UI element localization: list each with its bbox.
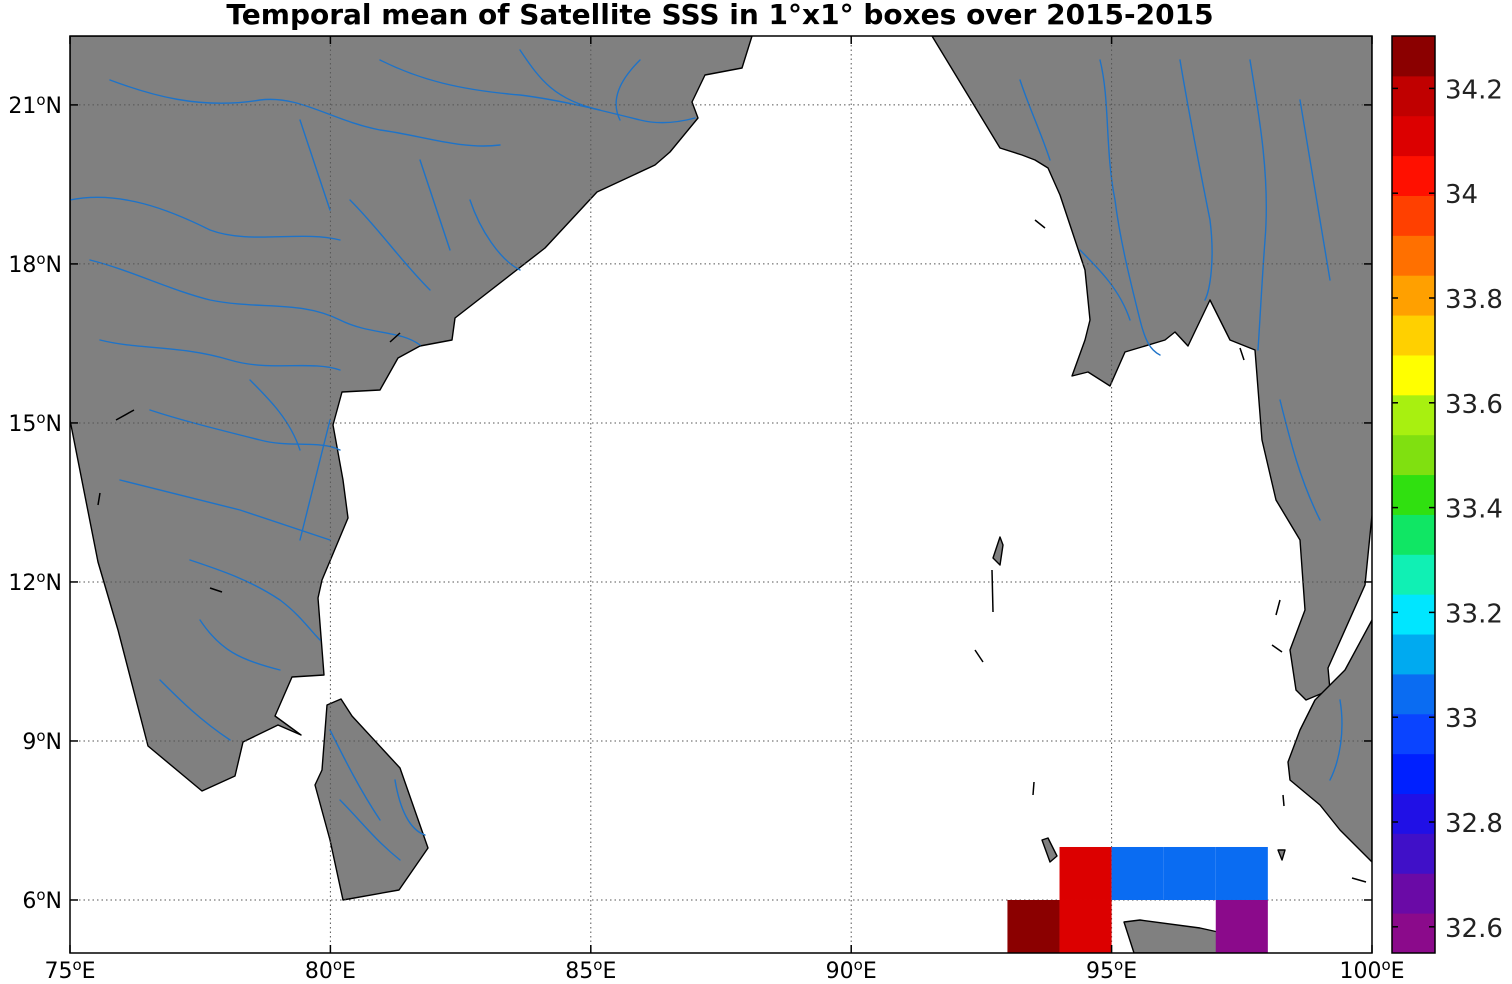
lon-tick-label: 100oE — [1339, 956, 1404, 984]
colorbar-block — [1392, 713, 1435, 755]
sss-cell — [1111, 846, 1164, 900]
sss-cell — [1059, 846, 1112, 900]
colorbar-blocks — [1392, 36, 1435, 954]
sss-cell — [1215, 899, 1268, 953]
lon-axis: 75oE 80oE 85oE 90oE 95oE 100oE — [44, 36, 1405, 984]
colorbar-tick-label: 32.6 — [1445, 914, 1503, 944]
lat-tick-label: 18oN — [8, 250, 62, 278]
colorbar-block — [1392, 235, 1435, 276]
lon-tick-label: 95oE — [1086, 956, 1137, 984]
colorbar-block — [1392, 394, 1435, 436]
sss-cell — [1007, 899, 1060, 953]
map-title: Temporal mean of Satellite SSS in 1°x1° … — [226, 0, 1213, 31]
lon-tick-label: 85oE — [565, 956, 616, 984]
land-sri-lanka — [314, 698, 429, 901]
sss-cells — [1007, 846, 1268, 953]
colorbar-block — [1392, 115, 1435, 157]
colorbar-block — [1392, 36, 1435, 77]
lat-tick-label: 15oN — [8, 409, 62, 437]
colorbar-ticks: 32.6 32.8 33 33.2 33.4 33.6 33.8 34 34.2 — [1392, 75, 1503, 944]
sss-cell — [1215, 846, 1268, 900]
colorbar-block — [1392, 75, 1435, 117]
colorbar-tick-label: 33.4 — [1445, 495, 1503, 525]
colorbar-block — [1392, 793, 1435, 834]
colorbar-block — [1392, 474, 1435, 515]
colorbar-tick-label: 33 — [1445, 704, 1478, 734]
colorbar-tick-label: 32.8 — [1445, 809, 1503, 839]
land-india — [70, 36, 753, 792]
lon-tick-label: 90oE — [826, 956, 877, 984]
colorbar-tick-label: 33.2 — [1445, 599, 1503, 629]
colorbar-block — [1392, 195, 1435, 236]
lat-tick-label: 6oN — [22, 886, 62, 914]
colorbar-frame — [1391, 35, 1436, 954]
lat-tick-label: 12oN — [8, 568, 62, 596]
rivers-india — [70, 49, 696, 741]
colorbar-block — [1392, 434, 1435, 476]
colorbar-block — [1392, 833, 1435, 874]
colorbar-block — [1392, 155, 1435, 196]
lat-tick-label: 21oN — [8, 91, 62, 119]
colorbar-block — [1392, 634, 1435, 675]
colorbar-block — [1392, 354, 1435, 396]
colorbar-block — [1392, 315, 1435, 356]
colorbar-block — [1392, 594, 1435, 635]
map-frame — [69, 35, 1373, 954]
lat-axis: 6oN 9oN 12oN 15oN 18oN 21oN — [8, 91, 1372, 914]
colorbar-tick-label: 34 — [1445, 180, 1478, 210]
colorbar-block — [1392, 753, 1435, 795]
colorbar-block — [1392, 275, 1435, 316]
colorbar-block — [1392, 554, 1435, 595]
colorbar-block — [1392, 673, 1435, 715]
rivers-myanmar — [1019, 59, 1343, 781]
colorbar-tick-label: 33.8 — [1445, 285, 1503, 315]
sss-cell — [1059, 899, 1112, 953]
islet-strokes — [97, 219, 1367, 883]
colorbar-block — [1392, 514, 1435, 555]
lat-tick-label: 9oN — [22, 727, 62, 755]
land-great-nicobar — [1041, 837, 1058, 863]
map-area — [70, 36, 1372, 953]
lon-tick-label: 75oE — [44, 956, 95, 984]
land-andaman-island — [992, 536, 1004, 566]
colorbar-block — [1392, 873, 1435, 914]
colorbar-tick-label: 34.2 — [1445, 75, 1503, 105]
colorbar-block — [1392, 913, 1435, 954]
sss-cell — [1163, 846, 1216, 900]
lon-tick-label: 80oE — [305, 956, 356, 984]
colorbar: 32.6 32.8 33 33.2 33.4 33.6 33.8 34 34.2 — [1391, 35, 1503, 954]
rivers-sri-lanka — [329, 729, 426, 861]
colorbar-tick-label: 33.6 — [1445, 390, 1503, 420]
land-north-sumatra-islet — [1277, 849, 1286, 861]
